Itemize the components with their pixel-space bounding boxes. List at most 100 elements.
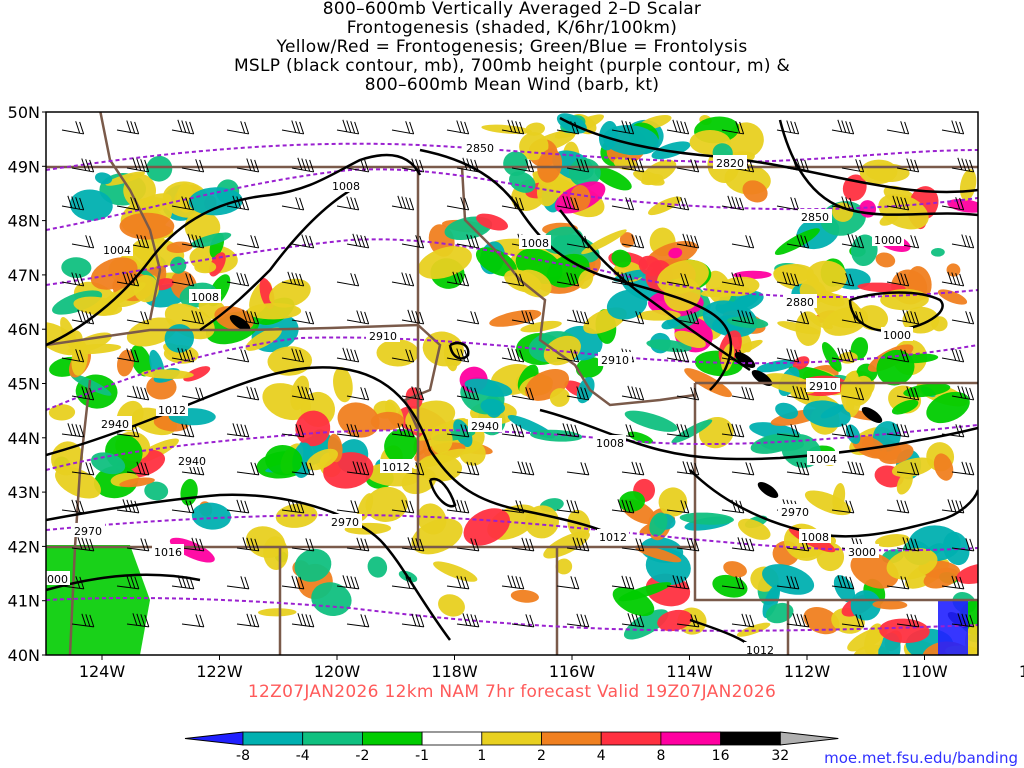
longitude-label: 118W — [431, 662, 478, 681]
colorbar-segment — [361, 731, 423, 746]
shading-blob — [570, 185, 591, 211]
shading-blob — [947, 198, 978, 213]
shading-blob — [146, 375, 177, 400]
shading-blob — [306, 448, 339, 471]
shading-blob — [820, 404, 845, 419]
wind-barb — [886, 499, 910, 514]
wind-barb — [446, 271, 470, 287]
wind-barb — [896, 613, 920, 628]
wind-barb — [501, 273, 525, 287]
wind-barb — [291, 234, 315, 249]
state-border — [46, 323, 442, 431]
longitude-label: 114W — [666, 662, 713, 681]
title-line-2: Frontogenesis (shaded, K/6hr/100km) — [346, 18, 678, 38]
wind-barb — [391, 349, 415, 363]
shading-blob — [376, 339, 419, 367]
state-border — [460, 166, 696, 407]
shading-blob — [933, 453, 954, 481]
latitude-label: 47N — [8, 266, 40, 285]
mslp-contour — [778, 119, 978, 217]
longitude-label: 124W — [79, 662, 126, 681]
wind-barb — [721, 195, 745, 211]
credit-link[interactable]: moe.met.fsu.edu/banding — [824, 749, 1018, 767]
wind-barb — [556, 121, 580, 135]
shading-blob — [417, 503, 447, 535]
shading-blob — [69, 189, 113, 221]
wind-barb — [511, 387, 535, 401]
mslp-label: 1000 — [40, 573, 68, 586]
wind-barb — [71, 613, 95, 628]
colorbar-segment — [421, 731, 483, 746]
wind-barb — [336, 119, 360, 135]
latitude-label: 50N — [8, 103, 40, 122]
shading-blob — [365, 486, 408, 522]
shading-blob — [262, 383, 311, 421]
shading-blob — [246, 302, 302, 320]
shading-blob — [641, 159, 677, 184]
wind-barb — [721, 349, 745, 363]
colorbar-low-arrow — [184, 731, 244, 746]
wind-barb — [676, 233, 700, 249]
wind-barb — [556, 423, 580, 438]
wind-barb — [951, 234, 975, 249]
wind-barb — [391, 195, 415, 211]
wind-barb — [566, 537, 590, 552]
height-label: 2940 — [178, 455, 206, 468]
wind-barb — [621, 613, 645, 628]
latitude-label: 40N — [8, 646, 40, 665]
state-border — [99, 112, 162, 321]
wind-barb — [566, 235, 590, 249]
colorbar-label: 16 — [712, 748, 730, 764]
wind-barb — [71, 158, 95, 173]
colorbar-label: -8 — [236, 748, 250, 764]
shading-core — [229, 314, 251, 332]
wind-barb — [721, 499, 745, 514]
title-line-3: Yellow/Red = Frontogenesis; Green/Blue =… — [276, 37, 748, 57]
mslp-label: 1000 — [874, 234, 902, 247]
shading-blob — [649, 512, 668, 537]
wind-barb — [501, 423, 525, 438]
longitude-label: 110W — [901, 662, 948, 681]
wind-barb — [511, 461, 535, 476]
wind-barb — [226, 272, 250, 287]
wind-barb — [116, 197, 140, 211]
shading-blob — [549, 388, 570, 407]
height-label: 2910 — [601, 354, 629, 367]
wind-barb — [391, 423, 415, 438]
wind-barbs — [61, 119, 975, 628]
wind-barb — [731, 537, 755, 552]
wind-barb — [71, 462, 95, 476]
mslp-contour — [46, 153, 422, 347]
mslp-label: 1012 — [599, 531, 627, 544]
wind-barb — [291, 461, 315, 476]
shading-blob — [475, 247, 517, 277]
wind-barb — [951, 311, 975, 325]
frontolysis-core — [938, 600, 968, 655]
wind-barb — [721, 423, 745, 438]
shading-blob — [119, 477, 155, 488]
height-label: 2850 — [466, 142, 494, 155]
wind-barb — [446, 120, 470, 135]
wind-barb — [346, 233, 370, 249]
latitude-label: 41N — [8, 592, 40, 611]
wind-barb — [511, 159, 535, 173]
wind-barb — [181, 387, 205, 401]
wind-barb — [71, 309, 95, 325]
shading-blob — [141, 369, 194, 379]
wind-barb — [831, 196, 855, 211]
mslp-label: 1004 — [103, 244, 131, 257]
longitude-label: 122W — [196, 662, 243, 681]
shading-blob — [647, 196, 682, 216]
wind-barb — [336, 500, 360, 514]
wind-barb — [291, 385, 315, 401]
height-contour — [46, 513, 978, 552]
wind-barb — [511, 537, 535, 552]
height-label: 2880 — [786, 296, 814, 309]
longitude-labels: 124W122W120W118W116W114W112W110W108W106W — [79, 662, 1024, 681]
wind-barb — [291, 538, 315, 552]
shading-blob — [611, 249, 632, 268]
wind-barb — [456, 385, 480, 401]
wind-barb — [731, 309, 755, 325]
shading-blob — [658, 487, 688, 517]
